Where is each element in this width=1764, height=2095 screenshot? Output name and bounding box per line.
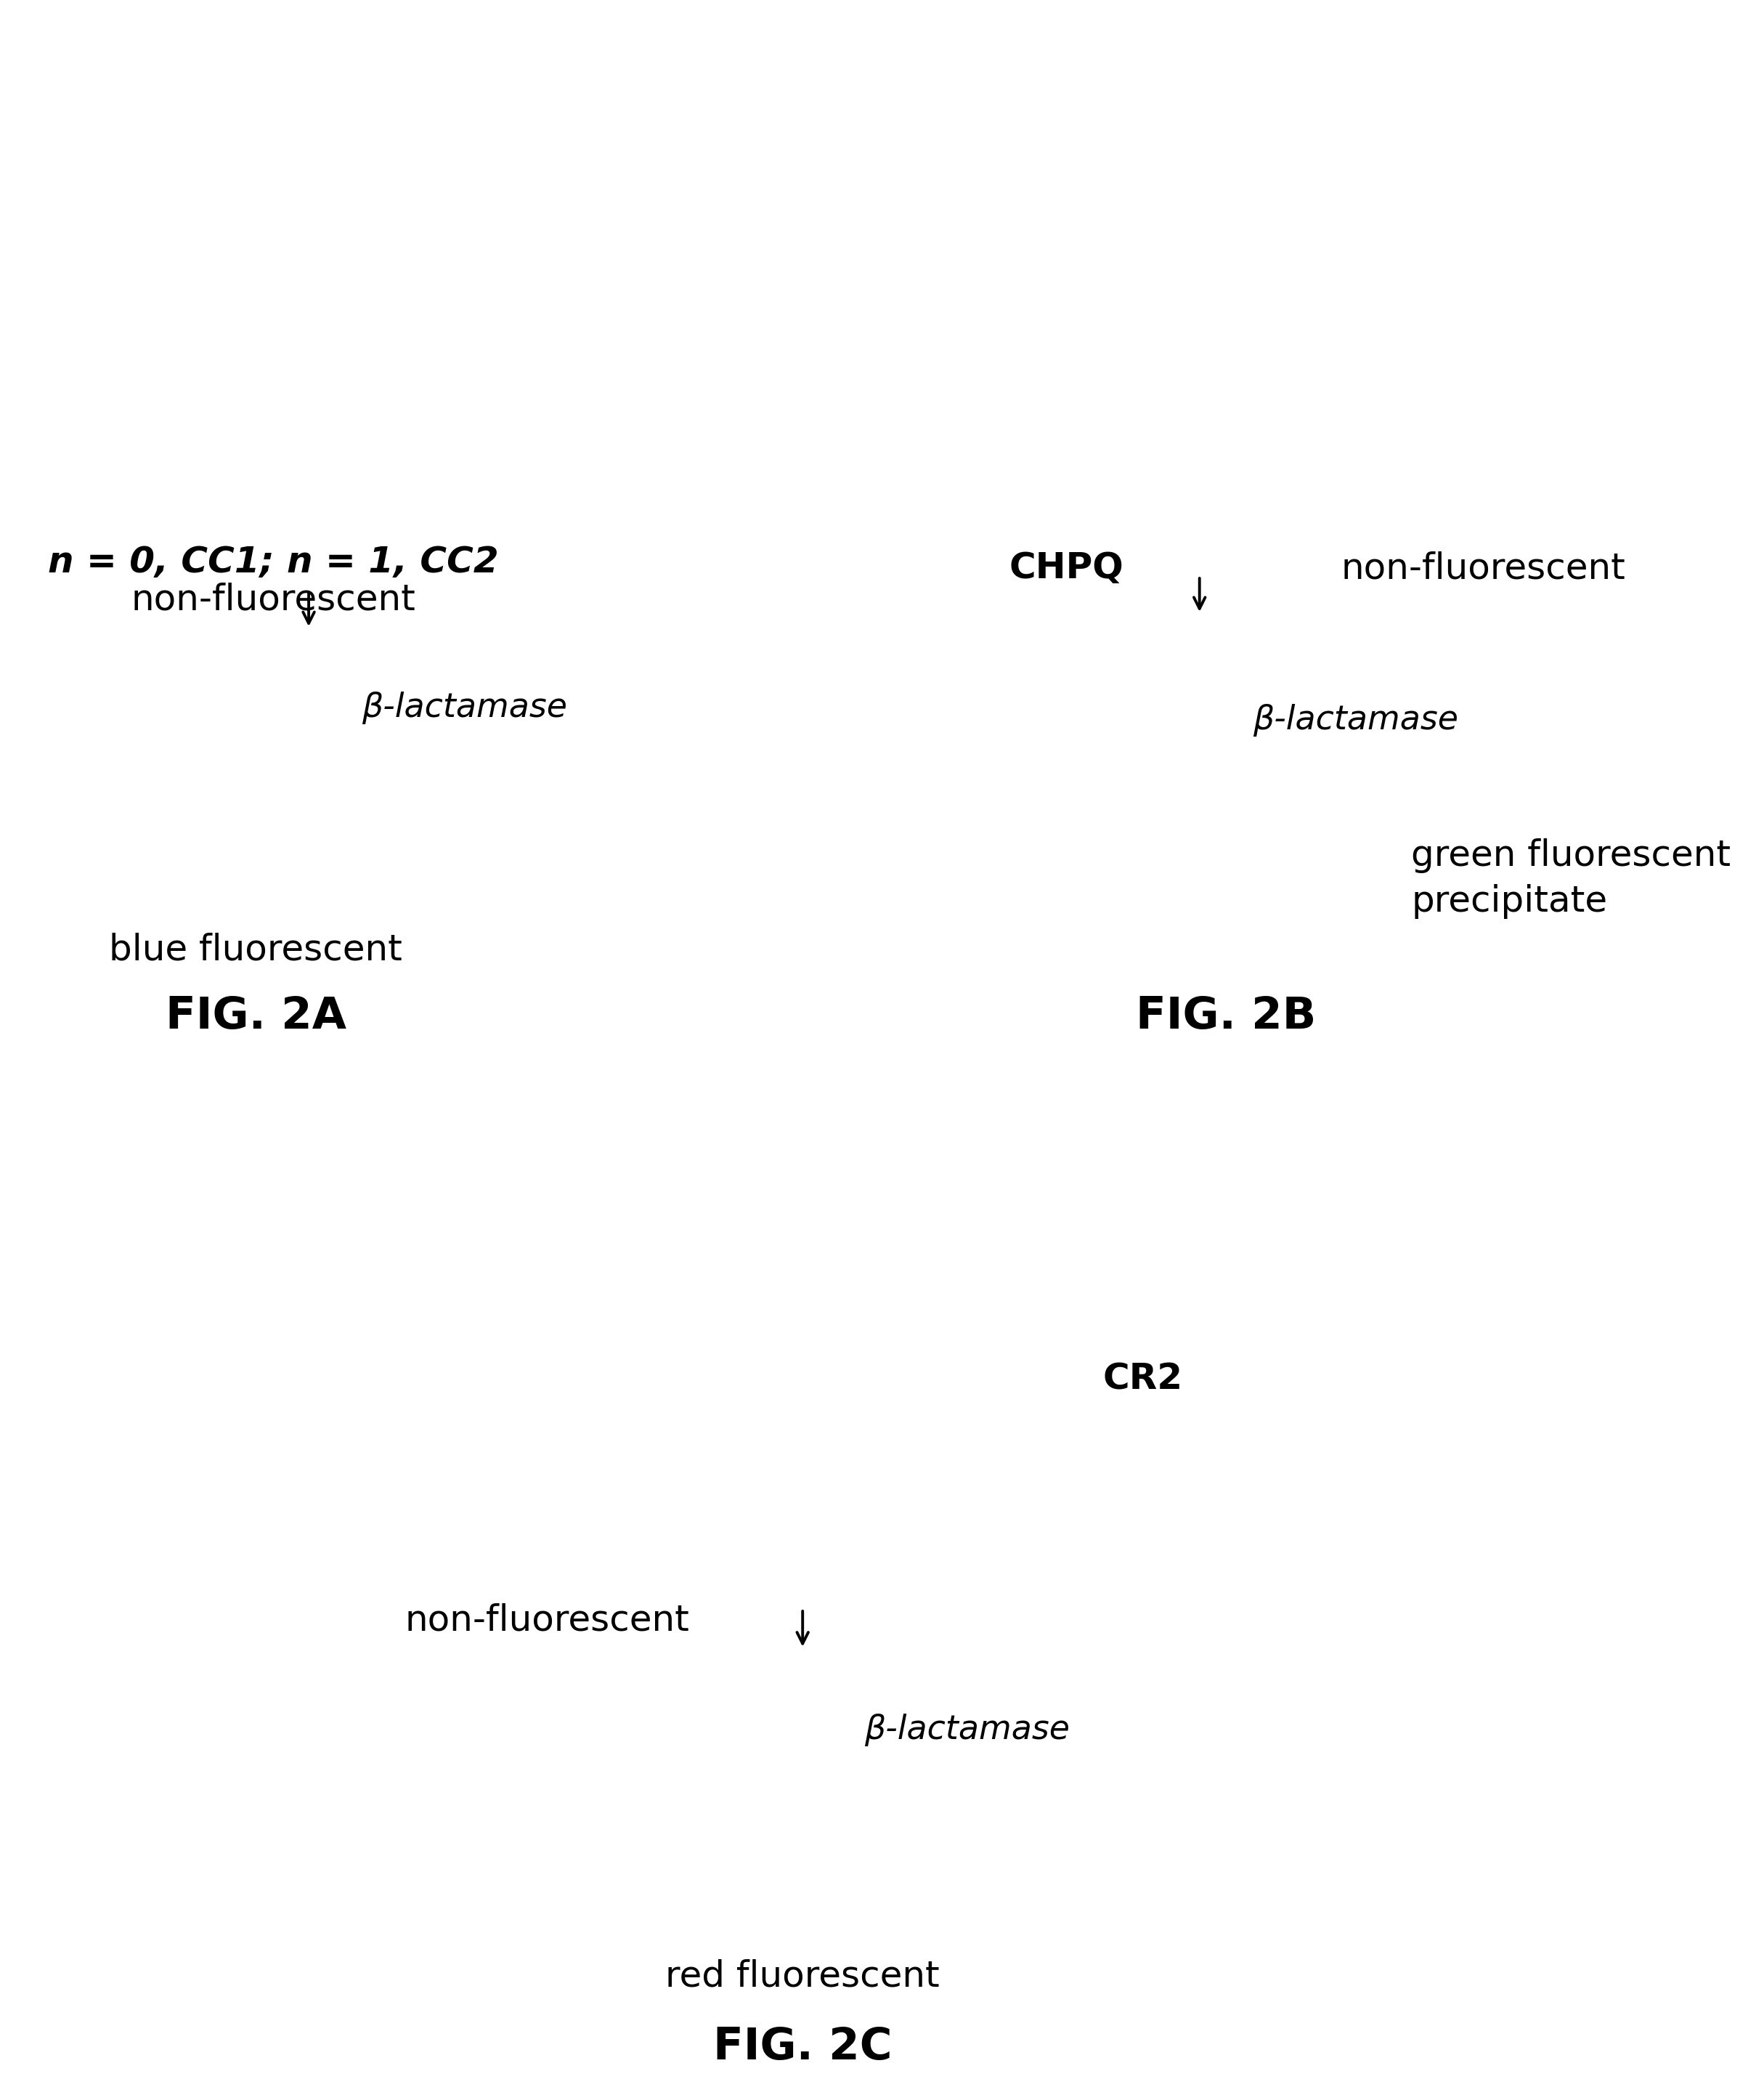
Text: β-lactamase: β-lactamase <box>362 691 568 725</box>
Text: β-lactamase: β-lactamase <box>1252 704 1459 737</box>
Text: red fluorescent: red fluorescent <box>665 1959 940 1994</box>
Text: blue fluorescent: blue fluorescent <box>109 932 402 968</box>
Text: green fluorescent
precipitate: green fluorescent precipitate <box>1411 838 1730 920</box>
Text: FIG. 2C: FIG. 2C <box>713 2026 893 2068</box>
Text: n = 0, CC1; n = 1, CC2: n = 0, CC1; n = 1, CC2 <box>48 545 499 580</box>
Text: non-fluorescent: non-fluorescent <box>404 1603 690 1638</box>
Text: non-fluorescent: non-fluorescent <box>1341 551 1625 587</box>
Text: FIG. 2B: FIG. 2B <box>1136 995 1316 1037</box>
Text: CR2: CR2 <box>1102 1362 1182 1397</box>
Text: β-lactamase: β-lactamase <box>864 1714 1071 1747</box>
Text: CHPQ: CHPQ <box>1009 551 1124 587</box>
Text: FIG. 2A: FIG. 2A <box>166 995 346 1037</box>
Text: non-fluorescent: non-fluorescent <box>131 582 416 618</box>
